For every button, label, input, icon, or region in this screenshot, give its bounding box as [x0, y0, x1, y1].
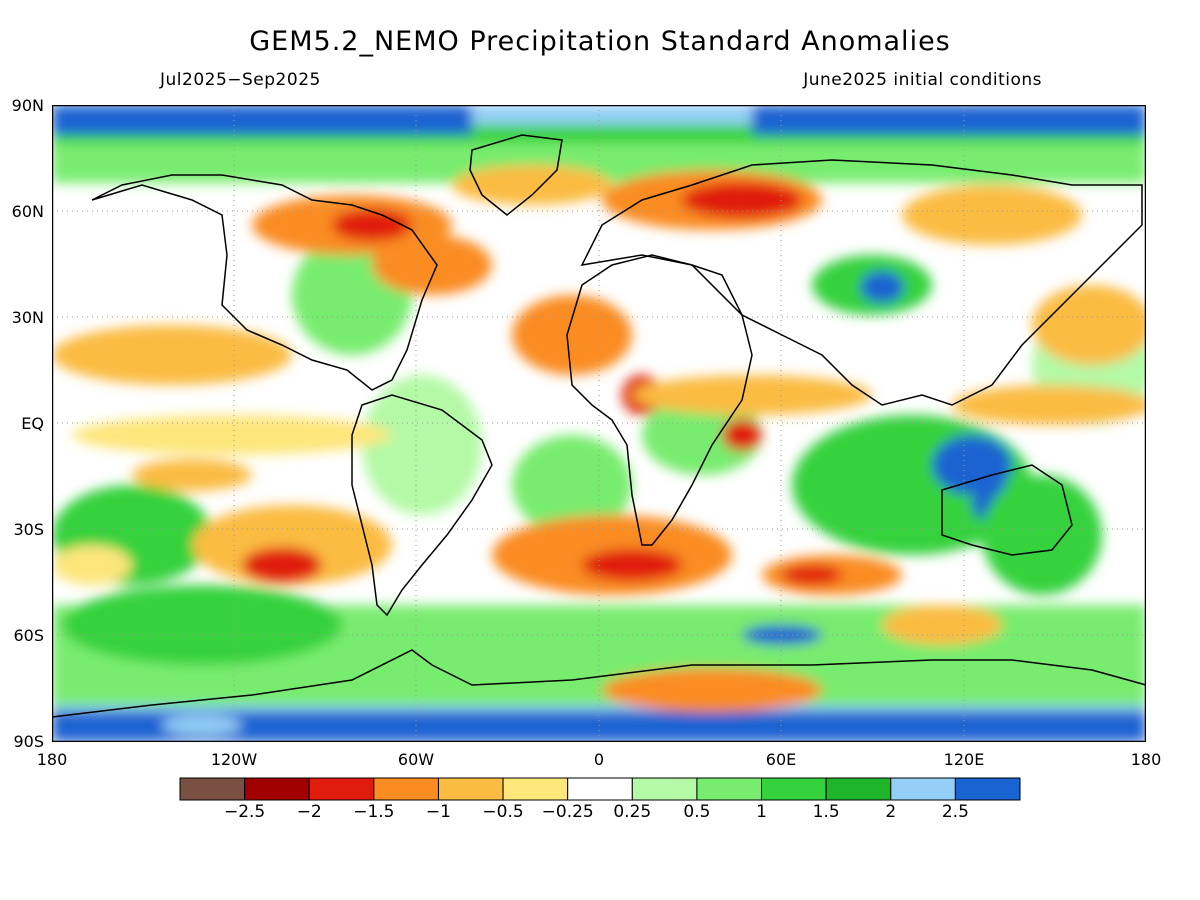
lon-label-120w: 120W [210, 750, 258, 769]
lat-label-90s: 90S [13, 732, 44, 751]
initial-conditions: June2025 initial conditions [803, 70, 1042, 90]
colorbar-swatch [696, 777, 763, 801]
coastline-north-america [91, 174, 438, 391]
lon-label-0: 0 [593, 750, 605, 769]
coastlines [52, 134, 1146, 718]
anomaly-map [52, 105, 1146, 742]
colorbar-swatch [954, 777, 1021, 801]
colorbar-swatch [179, 777, 246, 801]
map-gridlines [52, 105, 1146, 742]
colorbar-tick-label: 0.5 [683, 802, 711, 822]
coastline-south-america [351, 394, 493, 617]
map-frame [52, 105, 1146, 742]
colorbar-swatch [761, 777, 827, 801]
colorbar-tick-label: −0.5 [482, 802, 524, 822]
lat-label-90n: 90N [11, 96, 44, 115]
chart-title: GEM5.2_NEMO Precipitation Standard Anoma… [249, 26, 951, 57]
lat-label-30n: 30N [11, 308, 44, 327]
colorbar-swatch [825, 777, 892, 801]
colorbar-swatch [631, 777, 698, 801]
colorbar-swatch [373, 777, 439, 801]
coastline-eurasia [580, 159, 1143, 406]
lon-label-180w: 180 [36, 750, 68, 769]
lon-label-120e: 120E [943, 750, 985, 769]
colorbar-swatch [567, 777, 633, 801]
lat-label-eq: EQ [21, 414, 44, 433]
colorbar-tick-label: −1 [425, 802, 451, 822]
lat-label-30s: 30S [13, 520, 44, 539]
colorbar-tick-label: 1.5 [812, 802, 840, 822]
colorbar [179, 777, 1021, 801]
colorbar-tick-label: −2.5 [223, 802, 266, 822]
colorbar-tick-label: −2 [296, 802, 322, 822]
coastline-africa [566, 254, 753, 546]
lat-label-60s: 60S [13, 626, 44, 645]
lon-label-60w: 60W [397, 750, 435, 769]
colorbar-swatch [437, 777, 504, 801]
lat-label-60n: 60N [11, 202, 44, 221]
forecast-period: Jul2025−Sep2025 [160, 70, 321, 90]
coastline-antarctica [52, 649, 1146, 718]
colorbar-swatch [502, 777, 569, 801]
lon-label-60e: 60E [765, 750, 797, 769]
colorbar-swatch [308, 777, 375, 801]
lon-label-180e: 180 [1130, 750, 1162, 769]
colorbar-tick-label: 0.25 [613, 802, 652, 822]
colorbar-swatch [244, 777, 310, 801]
colorbar-tick-label: 2 [885, 802, 897, 822]
colorbar-tick-label: −0.25 [541, 802, 594, 822]
coastline-greenland [469, 134, 563, 216]
colorbar-tick-label: 1 [756, 802, 767, 822]
colorbar-swatch [890, 777, 956, 801]
colorbar-tick-label: 2.5 [941, 802, 969, 822]
colorbar-tick-label: −1.5 [353, 802, 395, 822]
coastline-australia [941, 464, 1073, 556]
